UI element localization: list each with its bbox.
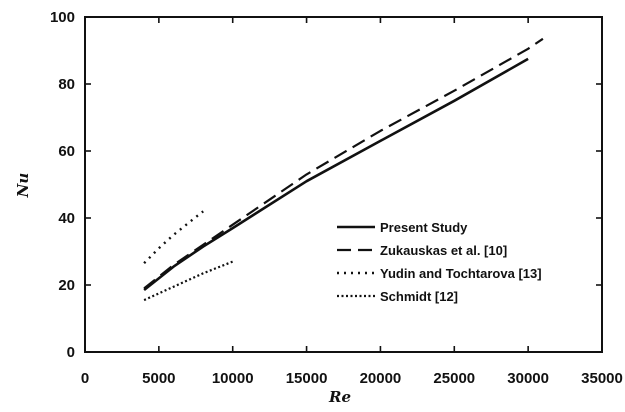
plot-frame (84, 16, 603, 353)
y-tick-label-2: 40 (58, 210, 75, 227)
series-line-0 (143, 57, 529, 292)
x-tick-label-5: 25000 (433, 370, 475, 387)
legend-label-1: Zukauskas et al. [10] (380, 243, 507, 258)
legend: Present Study Zukauskas et al. [10] Yudin … (337, 220, 542, 304)
legend-label-2: Yudin and Tochtarova [13] (380, 266, 542, 281)
series-lines (143, 37, 544, 302)
y-tick-label-3: 60 (58, 143, 75, 160)
series-line-1 (143, 37, 544, 290)
x-tick-label-6: 30000 (507, 370, 549, 387)
legend-label-3: Schmidt [12] (380, 289, 458, 304)
series-line-2 (143, 210, 204, 265)
y-tick-label-4: 80 (58, 76, 75, 93)
x-tick-label-1: 5000 (142, 370, 175, 387)
x-tick-label-0: 0 (81, 370, 89, 387)
y-tick-label-1: 20 (58, 277, 75, 294)
y-tick-label-5: 100 (50, 9, 75, 26)
y-tick-label-0: 0 (67, 344, 75, 361)
x-tick-label-7: 35000 (581, 370, 623, 387)
x-tick-label-4: 20000 (360, 370, 402, 387)
y-axis-title: Nu (14, 173, 32, 199)
x-tick-label-2: 10000 (212, 370, 254, 387)
x-axis-title: Re (328, 388, 351, 406)
x-tick-label-3: 15000 (286, 370, 328, 387)
legend-label-0: Present Study (380, 220, 468, 235)
axis-ticks: 0 5000 10000 15000 20000 25000 30000 35000 0 20 40… (50, 9, 623, 387)
